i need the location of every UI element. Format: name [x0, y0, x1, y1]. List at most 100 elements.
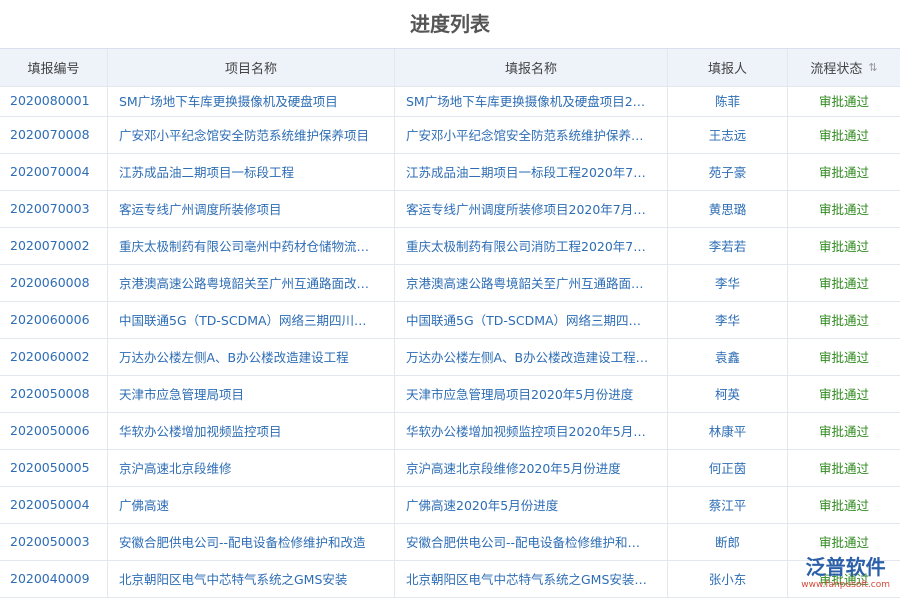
table-cell: 2020040009	[0, 560, 108, 597]
watermark: 泛普软件 www.fanpusoft.com	[801, 551, 890, 590]
table-cell: 2020050005	[0, 449, 108, 486]
table-cell: 中国联通5G（TD-SCDMA）网络三期四川…	[108, 301, 395, 338]
table-cell: 蔡江平	[668, 486, 788, 523]
table-cell: SM广场地下车库更换摄像机及硬盘项目2…	[395, 85, 668, 116]
table-cell: 华软办公楼增加视频监控项目	[108, 412, 395, 449]
table-cell: 断郎	[668, 523, 788, 560]
table-row: 2020080001 SM广场地下车库更换摄像机及硬盘项目 SM广场地下车库更换摄像…	[0, 85, 900, 117]
table-row: 2020070002 重庆太极制药有限公司亳州中药材仓储物流… 重庆太极制药有限公司…	[0, 227, 900, 265]
table-cell: 2020060006	[0, 301, 108, 338]
table-cell: 2020070008	[0, 116, 108, 153]
watermark-url: www.fanpusoft.com	[801, 580, 890, 590]
table-cell: 审批通过	[818, 572, 869, 587]
table-cell: 京沪高速北京段维修2020年5月份进度	[395, 449, 668, 486]
header-text: 填报人	[707, 62, 747, 77]
table-cell: 2020050003	[0, 523, 108, 560]
table-row: 2020060006 中国联通5G（TD-SCDMA）网络三期四川… 中国联通5G（…	[0, 301, 900, 339]
table-cell: 审批通过	[818, 535, 869, 550]
table-cell: 李华	[668, 301, 788, 338]
table-cell: 广安邓小平纪念馆安全防范系统维护保养…	[395, 116, 668, 153]
table-cell: 重庆太极制药有限公司消防工程2020年7…	[395, 227, 668, 264]
table-cell: 审批通过	[818, 350, 869, 365]
table-cell: 黄思璐	[668, 190, 788, 227]
table-cell: 2020050006	[0, 412, 108, 449]
table-cell: 安徽合肥供电公司--配电设备检修维护和改造	[108, 523, 395, 560]
table-cell: 审批通过	[818, 202, 869, 217]
table-cell: 审批通过	[818, 313, 869, 328]
table-row: 2020070008 广安邓小平纪念馆安全防范系统维护保养项目 广安邓小平纪念馆安全…	[0, 116, 900, 154]
table-cell: 客运专线广州调度所装修项目2020年7月…	[395, 190, 668, 227]
watermark-brand: 泛普软件	[805, 555, 886, 579]
table-row: 2020040009 北京朝阳区电气中芯特气系统之GMS安装 北京朝阳区电气中芯特气…	[0, 560, 900, 598]
table-cell: 江苏成品油二期项目一标段工程	[108, 153, 395, 190]
table-cell: 审批通过	[818, 387, 869, 402]
table-cell: 广佛高速	[108, 486, 395, 523]
table-cell: 审批通过	[818, 94, 869, 109]
table-cell: 审批通过	[818, 498, 869, 513]
header-row: 填报编号 项目名称 填报名称 填报人 流程状态 ⇅	[0, 48, 900, 87]
table-row: 2020050003 安徽合肥供电公司--配电设备检修维护和改造 安徽合肥供电公司-…	[0, 523, 900, 561]
table-cell: 客运专线广州调度所装修项目	[108, 190, 395, 227]
table-cell: 2020060002	[0, 338, 108, 375]
table-row: 2020060002 万达办公楼左侧A、B办公楼改造建设工程 万达办公楼左侧A、B办…	[0, 338, 900, 376]
table-row: 2020050008 天津市应急管理局项目 天津市应急管理局项目2020年5月份进度…	[0, 375, 900, 413]
column-header: 填报编号	[0, 49, 108, 86]
header-text: 填报名称	[504, 62, 557, 77]
table-cell: 2020050004	[0, 486, 108, 523]
table-cell: 苑子豪	[668, 153, 788, 190]
table-cell: 审批通过	[818, 276, 869, 291]
table-cell: 审批通过	[818, 165, 869, 180]
table-cell: 何正茵	[668, 449, 788, 486]
table-cell: 李华	[668, 264, 788, 301]
table-cell: 北京朝阳区电气中芯特气系统之GMS安装…	[395, 560, 668, 597]
page-title: 进度列表	[410, 12, 490, 36]
table-cell: 京沪高速北京段维修	[108, 449, 395, 486]
table-cell: 重庆太极制药有限公司亳州中药材仓储物流…	[108, 227, 395, 264]
table-cell: 陈菲	[668, 85, 788, 116]
table-cell: 江苏成品油二期项目一标段工程2020年7…	[395, 153, 668, 190]
table-cell: 袁鑫	[668, 338, 788, 375]
table-cell: 广安邓小平纪念馆安全防范系统维护保养项目	[108, 116, 395, 153]
sort-icon[interactable]: ⇅	[868, 61, 878, 74]
table-cell: 天津市应急管理局项目	[108, 375, 395, 412]
header-text: 流程状态	[810, 62, 863, 77]
table-cell: 2020070003	[0, 190, 108, 227]
table-cell: 王志远	[668, 116, 788, 153]
table-cell: 张小东	[668, 560, 788, 597]
table-row: 2020070003 客运专线广州调度所装修项目 客运专线广州调度所装修项目2020…	[0, 190, 900, 228]
table-row: 2020060008 京港澳高速公路粤境韶关至广州互通路面改… 京港澳高速公路粤境韶…	[0, 264, 900, 302]
table-cell: 万达办公楼左侧A、B办公楼改造建设工程	[108, 338, 395, 375]
table-cell: 柯英	[668, 375, 788, 412]
table-cell: 林康平	[668, 412, 788, 449]
table-row: 2020050006 华软办公楼增加视频监控项目 华软办公楼增加视频监控项目2020…	[0, 412, 900, 450]
table-cell: 李若若	[668, 227, 788, 264]
table-cell: 2020060008	[0, 264, 108, 301]
header-text: 项目名称	[224, 62, 277, 77]
table-cell: 安徽合肥供电公司--配电设备检修维护和…	[395, 523, 668, 560]
table-cell: 广佛高速2020年5月份进度	[395, 486, 668, 523]
table-cell: 2020070004	[0, 153, 108, 190]
table-cell: 天津市应急管理局项目2020年5月份进度	[395, 375, 668, 412]
table-cell: 2020050008	[0, 375, 108, 412]
column-header: 流程状态 ⇅	[788, 49, 900, 86]
table-cell: 华软办公楼增加视频监控项目2020年5月…	[395, 412, 668, 449]
table-cell: 万达办公楼左侧A、B办公楼改造建设工程…	[395, 338, 668, 375]
table-cell: 2020080001	[0, 85, 108, 116]
table-cell: 2020070002	[0, 227, 108, 264]
header-text: 填报编号	[27, 62, 80, 77]
table-cell: 中国联通5G（TD-SCDMA）网络三期四…	[395, 301, 668, 338]
table-cell: 审批通过	[818, 424, 869, 439]
table-row: 2020050005 京沪高速北京段维修 京沪高速北京段维修2020年5月份进度 何正…	[0, 449, 900, 487]
table-cell: SM广场地下车库更换摄像机及硬盘项目	[108, 85, 395, 116]
table-cell: 审批通过	[818, 461, 869, 476]
table-cell: 京港澳高速公路粤境韶关至广州互通路面…	[395, 264, 668, 301]
table-cell: 审批通过	[818, 239, 869, 254]
column-header: 填报名称	[395, 49, 668, 86]
table-cell: 审批通过	[818, 128, 869, 143]
table-row: 2020050004 广佛高速 广佛高速2020年5月份进度 蔡江平 审批通过	[0, 486, 900, 524]
column-header: 项目名称	[108, 49, 395, 86]
table-cell: 京港澳高速公路粤境韶关至广州互通路面改…	[108, 264, 395, 301]
table-cell: 北京朝阳区电气中芯特气系统之GMS安装	[108, 560, 395, 597]
table-row: 2020070004 江苏成品油二期项目一标段工程 江苏成品油二期项目一标段工程20…	[0, 153, 900, 191]
